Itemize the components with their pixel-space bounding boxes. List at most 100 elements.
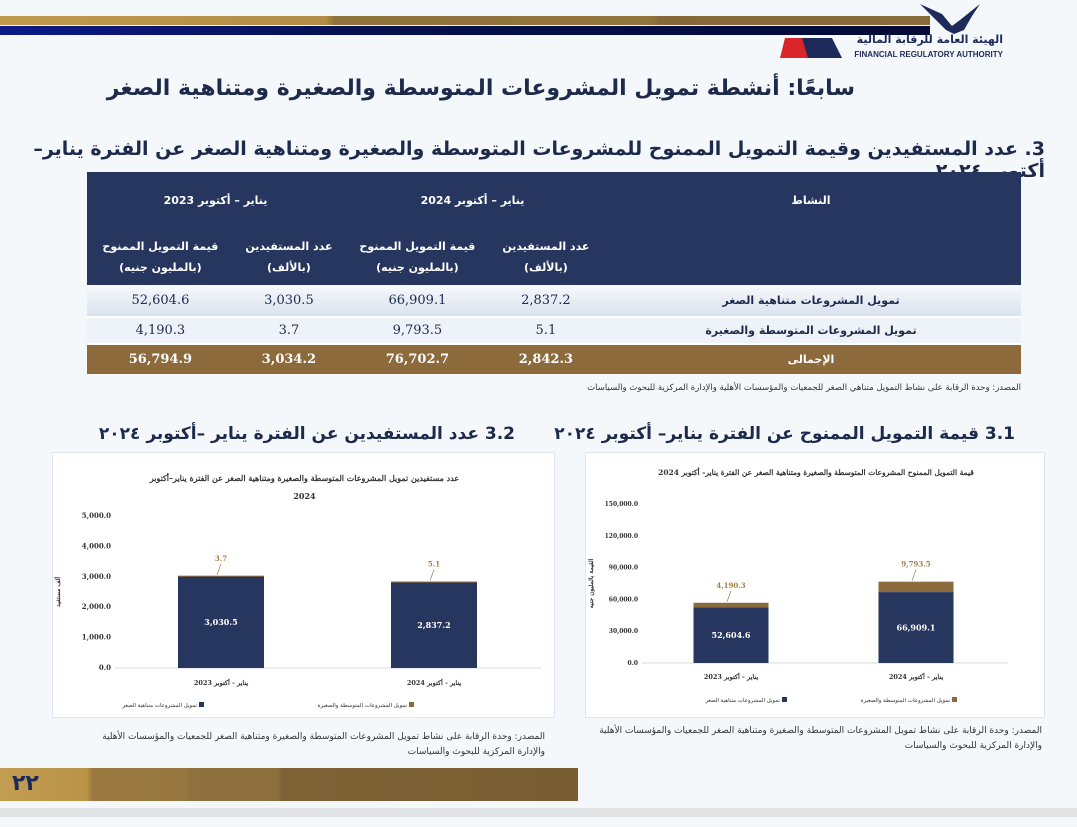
activity-cell: تمويل المشروعات المتوسطة والصغيرة [601, 317, 1021, 345]
activity-cell: تمويل المشروعات متناهية الصغر [601, 285, 1021, 318]
bar-value-label: 3.7 [215, 554, 227, 563]
val-2023-cell: 52,604.6 [87, 285, 234, 318]
label-leader-line [216, 563, 222, 575]
col-value-2024: قيمة التمويل الممنوح (بالمليون جنيه) [344, 228, 491, 285]
bar-segment [878, 592, 954, 663]
col-unit: (بالمليون جنيه) [119, 260, 202, 274]
period-2024-header: يناير – أكتوبر 2024 [344, 172, 601, 228]
bar-value-label: 3,030.5 [204, 617, 237, 627]
y-tick-label: 90,000.0 [609, 565, 638, 572]
table-row: تمويل المشروعات المتوسطة والصغيرة 5.1 9,… [87, 317, 1021, 345]
table-total-row: الإجمالى 2,842.3 76,702.7 3,034.2 56,794… [87, 344, 1021, 374]
section-heading: 3. عدد المستفيدين وقيمة التمويل الممنوح … [33, 138, 1045, 182]
financing-table: النشاط يناير – أكتوبر 2024 يناير – أكتوب… [87, 172, 1021, 374]
activity-header-blank [601, 228, 1021, 285]
y-tick-label: 0.0 [99, 663, 111, 672]
label-leader-line [911, 569, 917, 581]
value-chart: قيمة التمويل الممنوح المشروعات المتوسطة … [585, 452, 1045, 718]
page-number: ٢٢ [12, 771, 39, 796]
logo-arabic-text: الهيئة العامة للرقابة المالية [856, 33, 1003, 46]
ben-2024-cell: 5.1 [490, 317, 601, 345]
col-beneficiaries-2024: عدد المستفيدين (بالألف) [490, 228, 601, 285]
header-gold-stripe [0, 16, 930, 25]
fra-logo: الهيئة العامة للرقابة المالية FINANCIAL … [780, 0, 1077, 62]
val-2024-cell: 66,909.1 [344, 285, 491, 318]
activity-header: النشاط [601, 172, 1021, 228]
col-label: قيمة التمويل الممنوح [102, 239, 219, 253]
col-label: قيمة التمويل الممنوح [359, 239, 476, 253]
col-label: عدد المستفيدين [502, 239, 590, 253]
page-title: سابعًا: أنشطة تمويل المشروعات المتوسطة و… [106, 76, 855, 101]
bar-segment [693, 607, 769, 663]
period-2023-header: يناير – أكتوبر 2023 [87, 172, 345, 228]
x-category-label: يناير - أكتوبر 2023 [704, 671, 759, 681]
y-tick-label: 4,000.0 [82, 541, 111, 550]
eagle-icon [780, 4, 980, 58]
subsection-32-heading: 3.2 عدد المستفيدين عن الفترة يناير –أكتو… [98, 424, 515, 444]
val-2023-cell: 4,190.3 [87, 317, 234, 345]
footer-gray-strip [0, 808, 1077, 817]
chart-32-source: المصدر: وحدة الرقابة على نشاط تمويل المش… [102, 732, 545, 757]
label-leader-line [429, 569, 435, 581]
ben-2024-cell: 2,837.2 [490, 285, 601, 318]
ben-2023-cell: 3,034.2 [233, 344, 345, 374]
x-category-label: يناير - أكتوبر 2024 [889, 671, 944, 681]
x-category-label: يناير - أكتوبر 2024 [407, 677, 462, 687]
y-tick-label: 30,000.0 [609, 628, 638, 635]
legend-label: تمويل المشروعات متناهية الصغر [704, 697, 780, 704]
table-row: تمويل المشروعات متناهية الصغر 2,837.2 66… [87, 285, 1021, 318]
val-2024-cell: 76,702.7 [344, 344, 491, 374]
label-leader-line [726, 590, 732, 602]
bar-value-label: 5.1 [428, 560, 440, 569]
header-navy-stripe [0, 26, 930, 35]
val-2023-cell: 56,794.9 [87, 344, 234, 374]
legend-swatch [952, 697, 957, 702]
col-unit: (بالألف) [267, 260, 311, 274]
bar-segment [178, 575, 264, 577]
beneficiaries-chart: عدد مستفيدين تمويل المشروعات المتوسطة وا… [52, 452, 555, 718]
y-tick-label: 150,000.0 [605, 501, 638, 508]
y-tick-label: 2,000.0 [82, 602, 111, 611]
y-axis-label: القيمة بالمليون جنيه [588, 558, 595, 608]
chart-title: عدد مستفيدين تمويل المشروعات المتوسطة وا… [149, 471, 460, 484]
bar-segment [391, 581, 477, 583]
bar-segment [178, 575, 264, 668]
y-tick-label: 1,000.0 [82, 633, 111, 642]
bar-value-label: 9,793.5 [901, 560, 930, 569]
y-tick-label: 120,000.0 [605, 533, 638, 540]
bar-value-label: 2,837.2 [417, 620, 450, 630]
table-source-note: المصدر: وحدة الرقابة على نشاط التمويل مت… [587, 383, 1021, 393]
bar-segment [878, 581, 954, 593]
footer-bar [0, 768, 578, 801]
col-value-2023: قيمة التمويل الممنوح (بالمليون جنيه) [87, 228, 234, 285]
logo-english-text: FINANCIAL REGULATORY AUTHORITY [854, 50, 1003, 59]
ben-2024-cell: 2,842.3 [490, 344, 601, 374]
legend-swatch [199, 702, 204, 707]
x-category-label: يناير - أكتوبر 2023 [194, 677, 249, 687]
value-chart-svg: قيمة التمويل الممنوح المشروعات المتوسطة … [588, 465, 1008, 704]
chart-title-year: 2024 [293, 491, 316, 501]
ben-2023-cell: 3.7 [233, 317, 345, 345]
bar-segment [391, 581, 477, 668]
y-tick-label: 5,000.0 [82, 511, 111, 520]
bar-value-label: 66,909.1 [897, 623, 936, 633]
activity-cell: الإجمالى [601, 344, 1021, 374]
col-label: عدد المستفيدين [245, 239, 333, 253]
legend-swatch [782, 697, 787, 702]
bar-value-label: 52,604.6 [712, 630, 751, 640]
bar-value-label: 4,190.3 [716, 581, 745, 590]
legend-label: تمويل المشروعات المتوسطة والصغيرة [318, 702, 408, 709]
bar-segment [693, 602, 769, 608]
legend-swatch [409, 702, 414, 707]
subsection-31-heading: 3.1 قيمة التمويل الممنوح عن الفترة يناير… [554, 424, 1015, 444]
y-tick-label: 60,000.0 [609, 596, 638, 603]
y-tick-label: 0.0 [628, 660, 638, 667]
col-unit: (بالمليون جنيه) [376, 260, 459, 274]
beneficiaries-chart-svg: عدد مستفيدين تمويل المشروعات المتوسطة وا… [53, 471, 541, 709]
y-axis-label: ألف مستفيد [53, 577, 62, 608]
y-tick-label: 3,000.0 [82, 572, 111, 581]
val-2024-cell: 9,793.5 [344, 317, 491, 345]
ben-2023-cell: 3,030.5 [233, 285, 345, 318]
col-beneficiaries-2023: عدد المستفيدين (بالألف) [233, 228, 345, 285]
legend-label: تمويل المشروعات المتوسطة والصغيرة [861, 697, 951, 704]
